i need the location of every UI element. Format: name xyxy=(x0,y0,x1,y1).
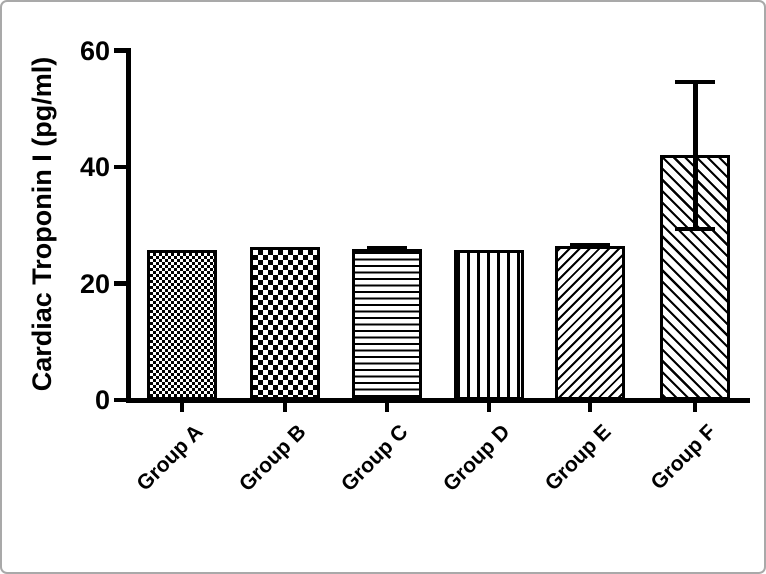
error-cap-top-group-f xyxy=(675,79,715,85)
x-tick-group-d xyxy=(486,402,492,412)
bar-group-a xyxy=(147,250,217,400)
bar-group-b xyxy=(250,247,320,400)
error-cap-top-group-e xyxy=(570,243,610,248)
x-tick-group-c xyxy=(384,402,390,412)
y-tick-label-60: 60 xyxy=(79,35,110,66)
bar-group-d xyxy=(454,249,524,400)
y-tick-40 xyxy=(114,164,126,170)
x-tick-label-group-f: Group F xyxy=(646,420,721,495)
x-tick-group-a xyxy=(179,402,185,412)
y-tick-label-20: 20 xyxy=(79,268,110,299)
error-cap-bottom-group-f xyxy=(675,226,715,232)
x-tick-label-group-e: Group E xyxy=(540,420,616,496)
error-line-group-f xyxy=(692,79,698,232)
x-tick-group-e xyxy=(587,402,593,412)
bar-group-c xyxy=(352,248,422,400)
x-tick-group-b xyxy=(282,402,288,412)
y-tick-60 xyxy=(114,48,126,53)
x-tick-label-group-b: Group B xyxy=(234,420,311,496)
y-tick-0 xyxy=(114,397,126,403)
bar-group-e xyxy=(555,245,625,400)
bar-group-f xyxy=(660,155,730,400)
x-tick-label-group-c: Group C xyxy=(336,420,413,496)
x-tick-label-group-a: Group A xyxy=(132,420,208,496)
y-tick-label-40: 40 xyxy=(79,152,110,182)
y-tick-label-0: 0 xyxy=(94,385,110,415)
y-axis-line xyxy=(126,48,131,403)
y-tick-20 xyxy=(114,281,126,286)
x-axis-line xyxy=(126,397,750,403)
x-tick-group-f xyxy=(692,402,698,412)
error-cap-top-group-c xyxy=(367,245,407,251)
